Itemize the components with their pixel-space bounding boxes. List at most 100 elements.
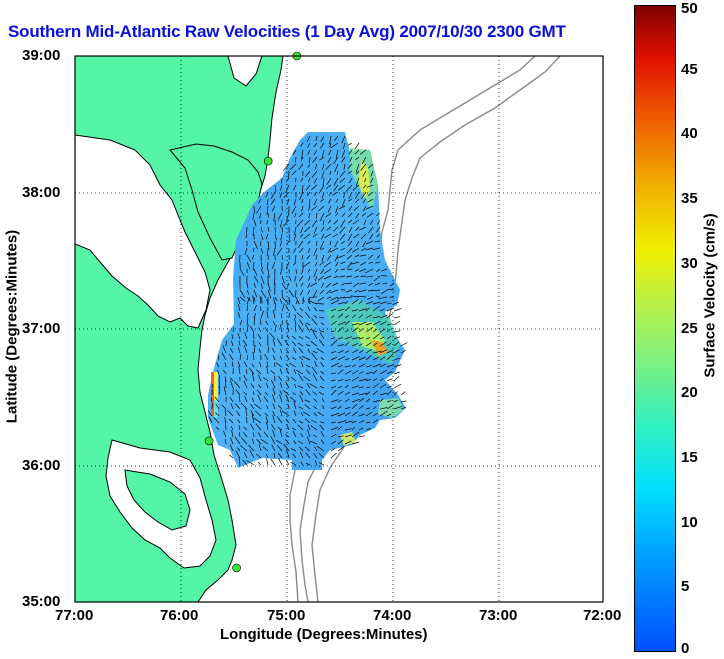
velocity-vector [393, 336, 400, 340]
velocity-vector [249, 449, 255, 459]
velocity-vector [330, 379, 336, 382]
velocity-vector [237, 346, 241, 354]
velocity-vector [240, 445, 248, 452]
velocity-vector [246, 261, 251, 270]
velocity-vector [339, 177, 346, 184]
velocity-vector [239, 268, 245, 277]
velocity-vector [330, 351, 336, 354]
velocity-vector [337, 313, 344, 319]
velocity-vector [337, 355, 346, 361]
velocity-vector [319, 156, 325, 161]
velocity-vector [348, 198, 353, 202]
velocity-vector [337, 350, 344, 354]
velocity-vector [329, 135, 332, 145]
velocity-vector [223, 369, 227, 375]
velocity-vector [320, 135, 325, 142]
velocity-vector [274, 219, 277, 226]
velocity-vector [304, 446, 311, 452]
velocity-vector [264, 412, 269, 417]
velocity-vector [359, 282, 367, 285]
velocity-vector [270, 191, 276, 199]
velocity-vector [351, 420, 357, 424]
velocity-vector [329, 289, 339, 294]
velocity-vector [359, 268, 367, 272]
velocity-vector [239, 319, 243, 326]
velocity-vector [358, 427, 364, 431]
velocity-vector [321, 254, 325, 262]
velocity-vector [294, 317, 297, 326]
velocity-vector [344, 370, 352, 375]
velocity-vector [312, 350, 318, 354]
velocity-vector [246, 369, 248, 375]
velocity-vector [305, 462, 311, 466]
velocity-vector [274, 324, 277, 333]
plot-frame [74, 55, 604, 603]
velocity-vector [305, 322, 311, 326]
velocity-vector [365, 365, 372, 368]
velocity-vector [337, 369, 344, 375]
velocity-vector [382, 282, 388, 285]
velocity-vector [340, 247, 346, 251]
velocity-vector [246, 289, 250, 295]
velocity-vector [379, 383, 387, 389]
velocity-vector [238, 366, 241, 375]
velocity-vector [334, 212, 339, 217]
velocity-vector [335, 149, 339, 159]
velocity-vector [372, 363, 382, 368]
x-tick-label: 72:00 [583, 607, 622, 624]
velocity-vector [280, 233, 283, 241]
velocity-vector [307, 240, 311, 245]
velocity-vector [386, 342, 392, 347]
velocity-vector [337, 412, 346, 417]
velocity-vector [224, 409, 227, 417]
velocity-vector [351, 385, 359, 389]
velocity-vector [354, 275, 360, 279]
velocity-vector [274, 226, 276, 233]
velocity-vector [308, 212, 311, 219]
velocity-vector [232, 327, 235, 333]
velocity-vector [379, 378, 384, 382]
velocity-vector [258, 342, 262, 347]
velocity-vector [258, 348, 262, 354]
velocity-vector [300, 177, 304, 182]
velocity-vector [322, 177, 325, 186]
velocity-vector [311, 205, 318, 211]
velocity-vector [230, 426, 234, 431]
velocity-vector [337, 326, 344, 333]
velocity-vector [341, 282, 346, 286]
velocity-vector [258, 374, 262, 382]
velocity-vector [337, 385, 343, 389]
velocity-vector [347, 163, 353, 169]
velocity-vector [274, 275, 276, 285]
velocity-vector [260, 439, 269, 445]
velocity-vector [308, 205, 311, 211]
velocity-vector [386, 335, 392, 340]
velocity-vector [266, 404, 269, 410]
velocity-vector [326, 289, 332, 294]
velocity-vector [299, 391, 304, 396]
velocity-vector [307, 282, 311, 289]
velocity-vector [300, 142, 304, 147]
velocity-vector [237, 297, 241, 305]
velocity-vector [358, 419, 365, 424]
velocity-vector [243, 375, 248, 382]
velocity-vector [362, 240, 367, 248]
velocity-vector [351, 392, 360, 396]
velocity-vector [266, 219, 269, 225]
colorbar-tick-label: 35 [681, 190, 698, 208]
velocity-vector [337, 302, 345, 305]
velocity-vector [259, 212, 262, 219]
velocity-vector [252, 352, 255, 361]
velocity-vector [318, 205, 325, 212]
velocity-vector [274, 302, 276, 312]
velocity-vector [293, 369, 297, 375]
velocity-vector [259, 318, 262, 326]
velocity-vector [360, 233, 367, 240]
velocity-vector [353, 233, 360, 239]
velocity-vector [333, 177, 339, 186]
chesapeake-bay [75, 134, 211, 329]
velocity-vector [330, 452, 337, 459]
velocity-vector [327, 219, 332, 224]
velocity-vector [372, 356, 379, 361]
